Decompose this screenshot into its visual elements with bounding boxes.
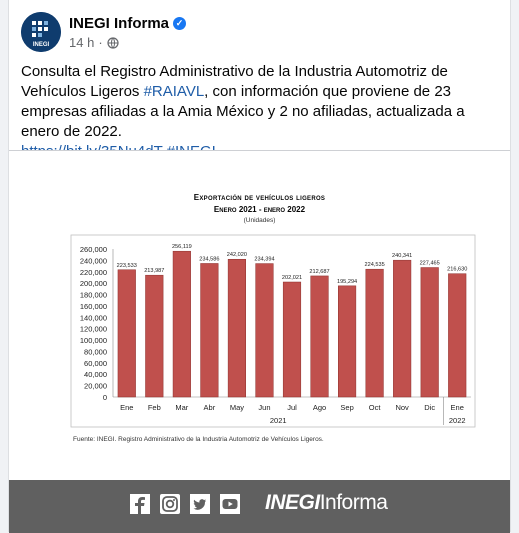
globe-icon <box>107 36 119 49</box>
post-header: INEGI INEGI Informa ✓ 14 h · <box>21 12 501 56</box>
year-label: 2021 <box>270 416 287 425</box>
inegi-logo-icon: INEGI <box>21 12 61 52</box>
chart-units: (Unidades) <box>243 217 276 224</box>
bar-data-label: 212,687 <box>309 269 329 275</box>
y-tick-label: 40,000 <box>84 370 107 379</box>
youtube-icon <box>220 494 240 514</box>
y-tick-label: 100,000 <box>80 336 107 345</box>
bar-data-label: 213,987 <box>144 268 164 274</box>
chart-frame <box>70 234 476 428</box>
caption-text-1: Consulta el Registro Administrativo de l… <box>21 63 448 100</box>
year-label: 2022 <box>449 416 466 425</box>
caption-text-2: , con información que proviene de 23 emp… <box>21 83 465 140</box>
bar <box>255 263 274 398</box>
author-label[interactable]: INEGI Informa <box>69 15 170 32</box>
x-tick-label: Ene <box>120 403 133 412</box>
avatar[interactable]: INEGI <box>21 12 61 52</box>
y-tick-label: 160,000 <box>80 302 107 311</box>
post-time[interactable]: 14 h <box>69 35 95 50</box>
x-tick-label: Oct <box>369 403 382 412</box>
y-tick-label: 120,000 <box>80 325 107 334</box>
bar <box>282 281 302 398</box>
twitter-icon <box>190 494 210 514</box>
y-tick-label: 20,000 <box>84 382 107 391</box>
bar-data-label: 195,294 <box>337 279 357 285</box>
bar-data-label: 234,394 <box>254 257 274 263</box>
bar-chart: 0 20,000 40,000 60,000 80,000 100,000 120,000 1… <box>70 234 476 428</box>
bar <box>420 267 439 398</box>
bar-data-label: 223,533 <box>117 263 137 269</box>
x-tick-label: May <box>230 403 244 412</box>
post-meta: 14 h · <box>69 35 119 50</box>
bar-data-label: 234,586 <box>199 256 219 262</box>
chart-subtitle: Enero 2021 - enero 2022 <box>213 205 306 214</box>
brand-bold: INEGI <box>265 491 320 514</box>
x-tick-label: Ago <box>313 403 326 412</box>
x-tick-label: Nov <box>395 403 409 412</box>
x-tick-label: Dic <box>424 403 435 412</box>
x-tick-label: Feb <box>148 403 161 412</box>
y-tick-label: 240,000 <box>80 256 107 265</box>
x-tick-label: Jun <box>258 403 270 412</box>
verified-badge-icon: ✓ <box>173 17 187 30</box>
bar <box>172 250 191 398</box>
brand-rest: Informa <box>319 491 388 514</box>
facebook-icon <box>130 494 150 514</box>
bar-data-label: 216,630 <box>447 267 467 273</box>
chart-title: Exportación de vehículos ligeros <box>193 193 326 202</box>
separator-dot: · <box>98 35 103 50</box>
bar-data-label: 227,465 <box>420 261 440 267</box>
hashtag-raiavl-link[interactable]: #RAIAVL <box>143 83 205 100</box>
x-tick-label: Ene <box>451 403 464 412</box>
post-caption: Consulta el Registro Administrativo de l… <box>21 62 507 162</box>
bar-data-label: 202,021 <box>282 275 302 281</box>
bar <box>200 263 219 398</box>
y-tick-label: 60,000 <box>84 359 107 368</box>
y-tick-label: 140,000 <box>80 313 107 322</box>
y-tick-label: 80,000 <box>84 347 107 356</box>
bar-data-label: 256,119 <box>172 244 192 250</box>
bar-data-label: 242,020 <box>227 252 247 258</box>
instagram-icon <box>160 494 180 514</box>
chart-source: Fuente: INEGI. Registro Administrativo d… <box>73 436 324 443</box>
x-tick-label: Sep <box>340 403 353 412</box>
x-tick-label: Mar <box>175 403 188 412</box>
bar <box>145 274 164 398</box>
y-tick-label: 0 <box>103 393 107 402</box>
bar <box>227 258 246 398</box>
facebook-post: INEGI INEGI Informa ✓ 14 h · Consulta el… <box>8 0 511 533</box>
author-name[interactable]: INEGI Informa ✓ <box>69 15 187 32</box>
bar <box>393 259 412 398</box>
bar <box>310 275 329 398</box>
y-tick-label: 220,000 <box>80 268 107 277</box>
inegi-informa-brand: INEGIInforma <box>265 491 388 515</box>
bar-data-label: 240,341 <box>392 253 412 259</box>
y-tick-label: 200,000 <box>80 279 107 288</box>
y-tick-label: 180,000 <box>80 291 107 300</box>
image-footer-banner: INEGIInforma <box>9 480 510 533</box>
x-tick-label: Abr <box>204 403 216 412</box>
avatar-text: INEGI <box>33 42 50 48</box>
y-tick-label: 260,000 <box>80 245 107 254</box>
x-tick-label: Jul <box>287 403 297 412</box>
bar-data-label: 224,535 <box>364 262 384 268</box>
post-image[interactable]: Exportación de vehículos ligeros Enero 2… <box>9 150 510 533</box>
bar <box>117 269 136 398</box>
bar <box>338 285 357 398</box>
bar <box>448 273 467 398</box>
bar <box>365 268 384 398</box>
